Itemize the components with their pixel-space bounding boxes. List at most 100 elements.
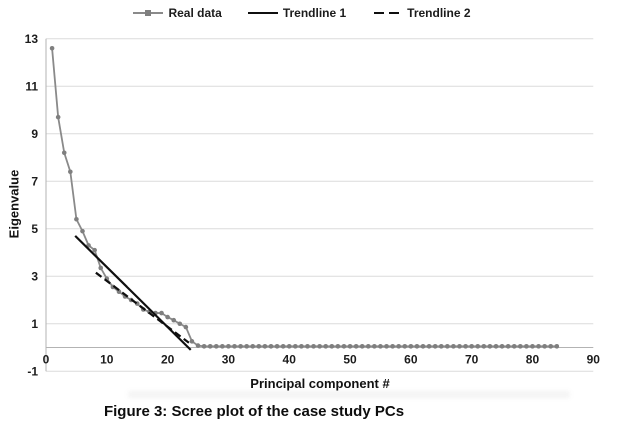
real-data-point: [542, 344, 547, 349]
real-data-point: [92, 247, 97, 253]
real-data-series-line: [51, 48, 557, 348]
real-data-point: [183, 324, 189, 330]
faint-artifact-band: [128, 391, 570, 398]
real-data-point: [335, 344, 341, 349]
real-data-point: [438, 344, 444, 349]
real-data-point: [171, 317, 177, 323]
real-data-point: [213, 344, 219, 349]
y-tick-label: 9: [31, 127, 38, 141]
x-tick-label: 30: [222, 353, 236, 367]
trendline-1-line: [74, 235, 192, 351]
real-data-point: [524, 344, 529, 349]
real-data-point: [323, 344, 329, 349]
real-data-point: [365, 344, 371, 349]
real-data-point: [347, 344, 353, 349]
y-tick-label: 5: [31, 222, 38, 236]
real-data-point: [68, 169, 73, 175]
real-data-point: [244, 344, 249, 349]
x-tick-label: 70: [465, 353, 479, 367]
real-data-point: [55, 114, 61, 120]
real-data-point: [49, 45, 55, 51]
x-tick-label: 10: [100, 353, 114, 367]
real-data-point: [414, 344, 420, 349]
real-data-point: [493, 344, 499, 349]
real-data-line-marker-icon: [133, 7, 164, 19]
x-tick-label: 90: [587, 353, 601, 367]
real-data-point: [445, 344, 450, 349]
x-tick-label: 80: [526, 353, 540, 367]
legend-item-trendline-2: Trendline 2: [372, 6, 471, 20]
real-data-point: [353, 344, 359, 349]
real-data-point: [293, 344, 298, 349]
real-data-point: [98, 265, 104, 271]
real-data-point: [469, 344, 474, 349]
x-tick-label: 40: [283, 353, 297, 367]
x-tick-label: 50: [343, 353, 357, 367]
x-tick-label: 20: [161, 353, 175, 367]
real-data-point: [499, 344, 505, 349]
legend-item-trendline-1: Trendline 1: [247, 6, 347, 20]
real-data-point: [286, 344, 292, 349]
real-data-point: [408, 344, 414, 349]
x-axis-title: Principal component #: [250, 376, 390, 391]
chart-legend: Real data Trendline 1 Trendline 2: [0, 6, 614, 20]
x-tick-label: 0: [43, 353, 50, 367]
real-data-point: [305, 344, 310, 349]
y-tick-label: 11: [25, 79, 38, 93]
solid-line-icon: [247, 7, 278, 19]
real-data-point: [420, 344, 426, 349]
real-data-point: [311, 344, 316, 349]
real-data-point: [518, 344, 523, 349]
y-tick-label: -1: [27, 364, 38, 378]
real-data-point: [378, 344, 383, 349]
real-data-point: [74, 216, 79, 222]
dashed-line-icon: [372, 7, 402, 19]
real-data-point: [80, 228, 85, 234]
real-data-point: [317, 344, 322, 349]
real-data-point: [432, 344, 438, 349]
real-data-point: [384, 344, 389, 349]
trendline-2-line: [95, 271, 190, 344]
real-data-point: [426, 344, 432, 349]
real-data-point: [481, 344, 487, 349]
real-data-point: [250, 344, 256, 349]
legend-item-real-data: Real data: [133, 6, 222, 20]
y-tick-label: 13: [25, 32, 39, 46]
real-data-point: [396, 344, 401, 349]
real-data-point: [220, 344, 225, 349]
real-data-point: [475, 344, 481, 349]
real-data-point: [457, 344, 462, 349]
real-data-point: [177, 321, 183, 327]
real-data-point: [505, 344, 511, 349]
real-data-point: [554, 344, 560, 349]
real-data-point: [402, 344, 408, 349]
real-data-point: [189, 339, 195, 344]
figure-caption: Figure 3: Scree plot of the case study P…: [103, 403, 405, 420]
real-data-point: [299, 344, 304, 349]
real-data-point: [232, 344, 237, 349]
real-data-point: [390, 344, 395, 349]
real-data-point: [195, 343, 201, 348]
real-data-point: [268, 344, 274, 349]
y-tick-label: 3: [31, 269, 38, 283]
real-data-point: [359, 344, 365, 349]
real-data-point: [487, 344, 493, 349]
real-data-point: [329, 344, 335, 349]
real-data-point: [463, 344, 468, 349]
real-data-point: [256, 344, 262, 349]
real-data-point: [530, 344, 535, 349]
x-tick-label: 60: [404, 353, 418, 367]
real-data-point: [262, 344, 268, 349]
real-data-point: [226, 344, 231, 349]
real-data-point: [451, 344, 456, 349]
real-data-point: [372, 344, 377, 349]
real-data-point: [238, 344, 243, 349]
legend-label-real-data: Real data: [168, 6, 222, 20]
y-tick-label: 1: [31, 317, 38, 331]
y-tick-label: 7: [31, 174, 38, 188]
legend-label-trendline-1: Trendline 1: [282, 6, 347, 20]
real-data-point: [548, 344, 554, 349]
real-data-point: [536, 344, 541, 349]
